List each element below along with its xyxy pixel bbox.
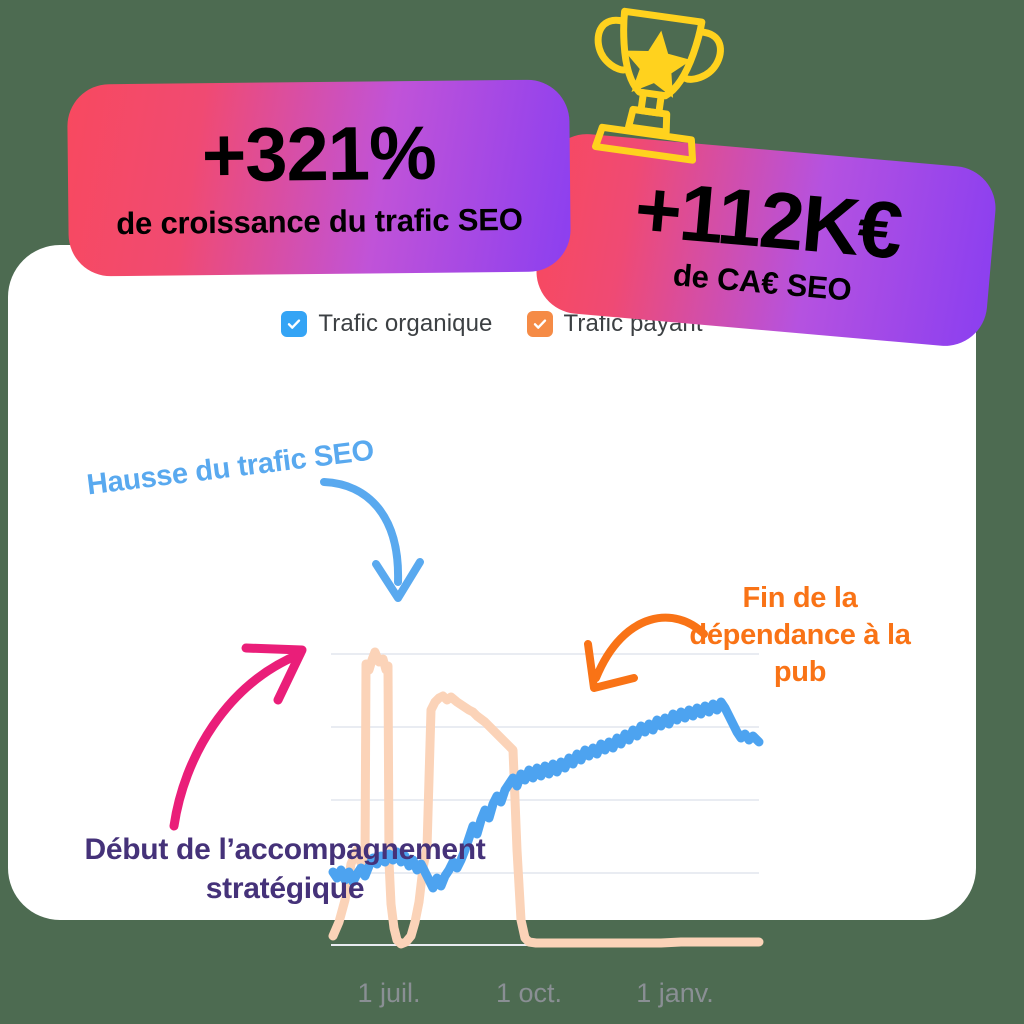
traffic-line-chart: [328, 647, 764, 950]
series-trafic-payant: [328, 647, 764, 949]
checkbox-checked-icon[interactable]: [526, 311, 553, 337]
curved-arrow-up-right-icon: [150, 618, 335, 833]
annotation-line: Fin de la: [742, 582, 858, 614]
stat-badge-headline: +112K€: [631, 163, 905, 276]
stat-badge-headline: +321%: [201, 110, 437, 199]
star-icon: [624, 30, 692, 98]
trophy-icon: [567, 0, 740, 187]
legend-label-organique: Trafic organique: [318, 310, 493, 337]
annotation-line: stratégique: [205, 872, 365, 905]
x-tick-label: 1 janv.: [636, 978, 714, 1008]
chart-card: Trafic organique Trafic payant: [8, 245, 976, 1008]
x-tick-label: 1 oct.: [495, 978, 563, 1008]
annotation-debut-accompagnement: Début de l’accompagnement stratégique: [20, 830, 550, 908]
x-tick-label: 1 juil.: [357, 978, 421, 1008]
annotation-line: dépendance à la: [689, 619, 911, 652]
curved-arrow-down-icon: [320, 470, 450, 620]
stat-badge-growth: +321% de croissance du trafic SEO: [67, 79, 571, 277]
series-trafic-organique: [328, 697, 764, 893]
annotation-line: pub: [773, 656, 827, 689]
checkbox-checked-icon[interactable]: [281, 311, 308, 337]
curved-arrow-down-left-icon: [580, 600, 710, 700]
stat-badge-subline: de croissance du trafic SEO: [116, 201, 523, 242]
chart-x-axis: 1 juil. 1 oct. 1 janv.: [331, 978, 759, 1018]
annotation-fin-dependance-pub: Fin de la dépendance à la pub: [650, 580, 950, 691]
chart-legend: Trafic organique Trafic payant: [8, 310, 976, 338]
annotation-line: Début de l’accompagnement: [84, 833, 486, 866]
legend-item-organique[interactable]: Trafic organique: [281, 310, 492, 338]
chart-svg: [328, 647, 764, 949]
